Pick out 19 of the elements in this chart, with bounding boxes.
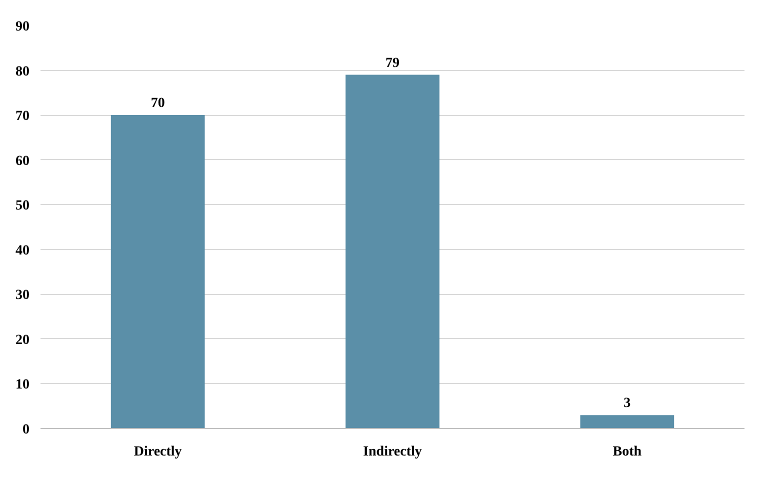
y-tick-label: 80 <box>16 64 30 80</box>
data-label: 3 <box>624 396 631 412</box>
y-tick-label: 0 <box>22 422 30 438</box>
x-tick-label: Directly <box>134 444 182 460</box>
bar <box>110 115 205 428</box>
x-tick-label: Both <box>612 444 642 460</box>
y-tick-label: 10 <box>16 378 30 393</box>
y-tick-label: 70 <box>16 109 30 124</box>
data-label: 70 <box>150 96 165 112</box>
bar <box>580 415 674 428</box>
y-tick-label: 40 <box>16 243 30 258</box>
y-tick-label: 50 <box>16 198 30 214</box>
bar <box>346 74 440 428</box>
data-label: 79 <box>386 56 400 71</box>
y-tick-label: 90 <box>16 20 30 34</box>
y-tick-label: 30 <box>16 288 30 304</box>
x-tick-label: Indirectly <box>363 444 422 460</box>
y-tick-label: 20 <box>16 332 30 348</box>
y-tick-label: 60 <box>16 154 30 169</box>
